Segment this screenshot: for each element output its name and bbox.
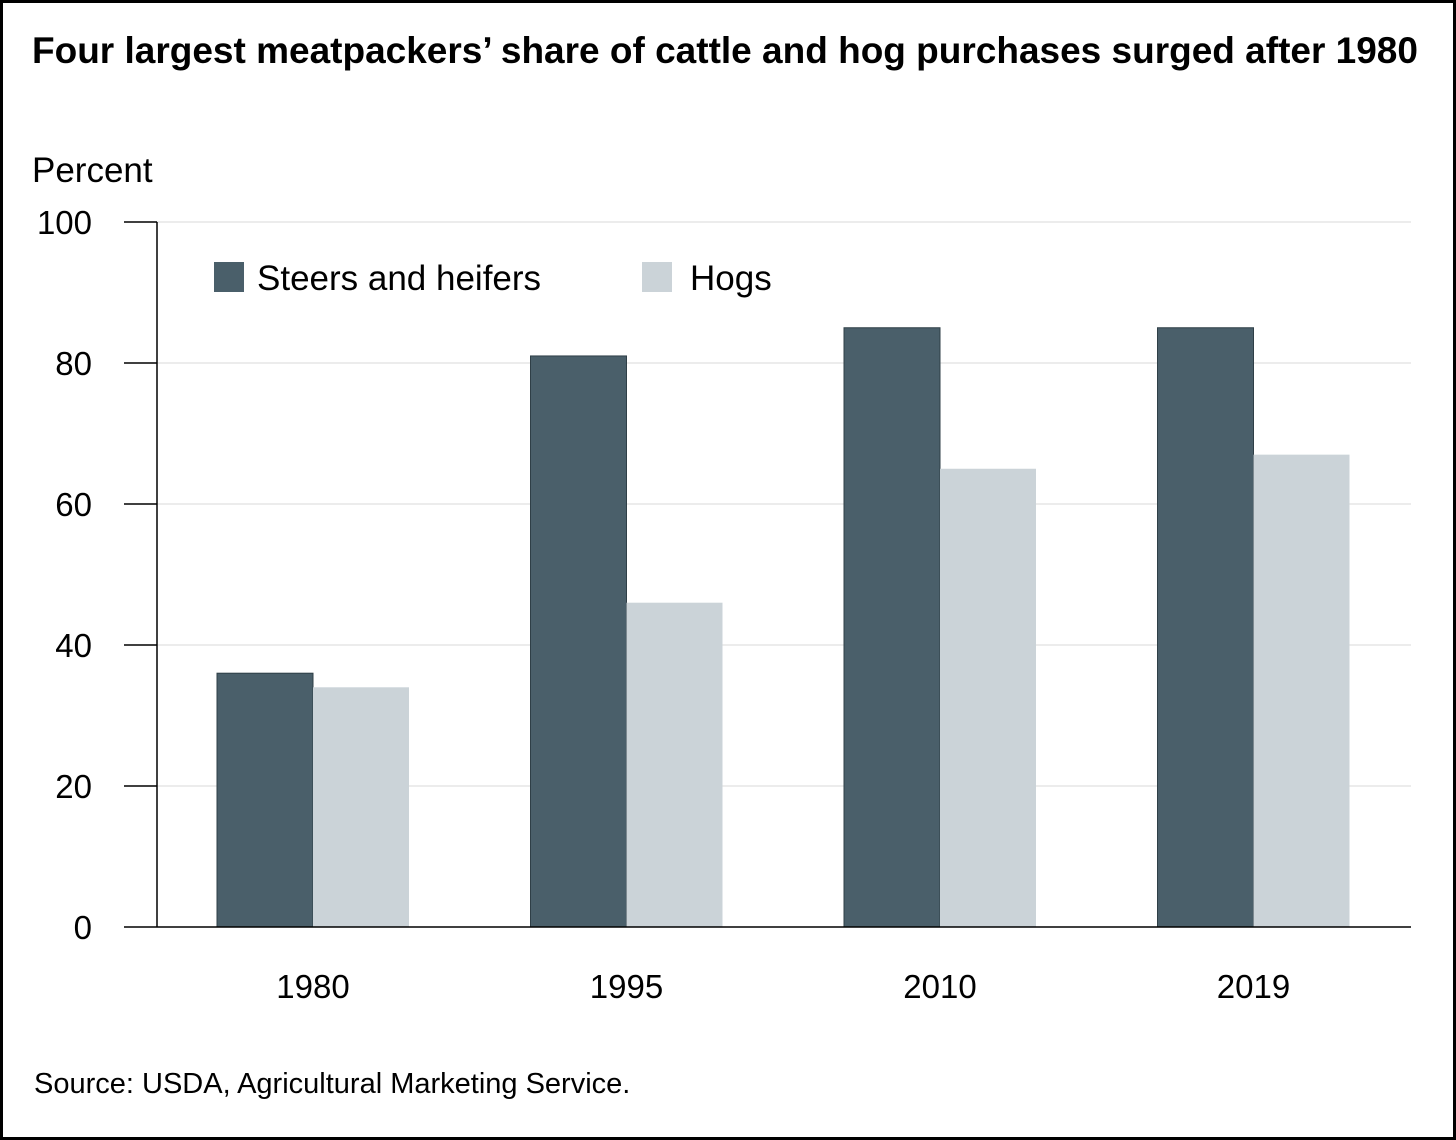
legend-swatch-steers-and-heifers [214,262,244,292]
y-ticks: 0 20 40 60 80 100 [37,204,157,946]
y-tick-label-100: 100 [37,204,92,241]
x-tick-label-2010: 2010 [903,968,976,1005]
bars [216,327,1350,928]
chart-title: Four largest meatpackers’ share of cattl… [32,30,1418,71]
bar-steers-and-heifers-1995 [530,355,627,928]
bar-hogs-1995 [626,602,723,927]
x-tick-label-2019: 2019 [1217,968,1290,1005]
legend: Steers and heifers Hogs [214,259,772,298]
y-tick-label-20: 20 [55,768,92,805]
y-tick-label-0: 0 [74,909,92,946]
y-tick-label-40: 40 [55,627,92,664]
y-tick-label-60: 60 [55,486,92,523]
axes [156,222,1411,928]
legend-label-hogs: Hogs [690,259,772,298]
bar-hogs-2019 [1253,454,1350,927]
legend-swatch-hogs [642,262,672,292]
source-note: Source: USDA, Agricultural Marketing Ser… [34,1068,631,1100]
bar-hogs-1980 [313,687,409,927]
legend-label-steers-and-heifers: Steers and heifers [257,259,541,298]
bar-steers-and-heifers-2019 [1157,327,1254,928]
y-tick-label-80: 80 [55,345,92,382]
bar-hogs-2010 [940,468,1036,927]
y-axis-label: Percent [32,151,153,190]
x-tick-labels: 1980 1995 2010 2019 [276,968,1290,1005]
x-tick-label-1995: 1995 [590,968,663,1005]
x-tick-label-1980: 1980 [276,968,349,1005]
bar-steers-and-heifers-1980 [216,672,314,928]
bar-steers-and-heifers-2010 [843,327,941,928]
